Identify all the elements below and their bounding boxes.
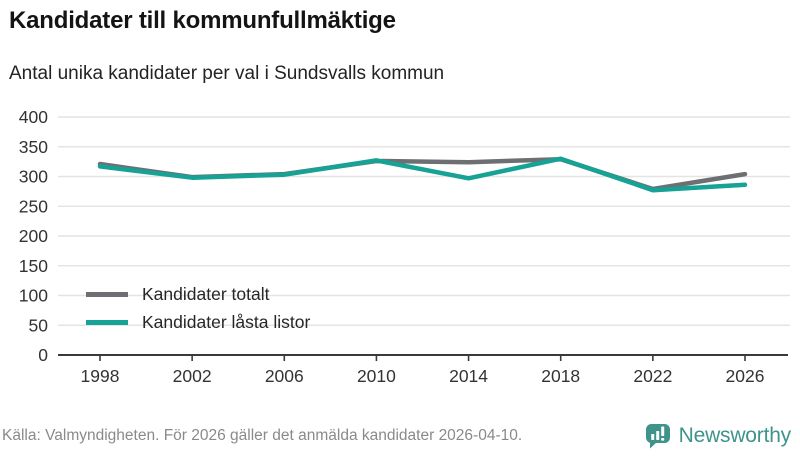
legend-swatch-total-line [86,292,128,298]
line-chart-svg: 0 50 100 150 200 250 300 350 400 1998 2002 2006 2010… [19,107,790,386]
page-title: Kandidater till kommunfullmäktige [9,7,396,34]
chart-legend: Kandidater totalt Kandidater låsta listo… [86,281,310,337]
x-tick-label: 1998 [81,366,120,386]
y-tick-label: 100 [19,285,48,305]
y-tick-label: 350 [19,136,48,156]
y-tick-label: 400 [19,107,48,127]
y-tick-label: 300 [19,166,48,186]
line-chart: 0 50 100 150 200 250 300 350 400 1998 2002 2006 2010… [0,102,800,394]
x-tick-label: 2002 [173,366,212,386]
x-tick-label: 2022 [633,366,672,386]
legend-item-total: Kandidater totalt [86,281,310,309]
newsworthy-speech-bubble-chart-icon [645,424,670,449]
x-tick-label: 2018 [541,366,580,386]
newsworthy-logo: Newsworthy [644,422,791,450]
chart-subtitle: Antal unika kandidater per val i Sundsva… [9,62,445,84]
legend-swatch-locked-line [86,320,128,326]
x-tick-label: 2014 [449,366,488,386]
source-note: Källa: Valmyndigheten. För 2026 gäller d… [2,427,523,444]
x-tick-label: 2006 [265,366,304,386]
legend-item-locked: Kandidater låsta listor [86,309,310,337]
y-tick-label: 200 [19,226,48,246]
y-tick-label: 150 [19,255,48,275]
legend-label-locked: Kandidater låsta listor [142,312,311,333]
y-tick-label: 0 [38,345,48,365]
x-tick-label: 2026 [726,366,765,386]
series-line-locked-lists [97,156,748,193]
legend-label-total: Kandidater totalt [142,284,270,305]
x-tick-label: 2010 [357,366,396,386]
newsworthy-wordmark: Newsworthy [678,424,792,447]
series-line-total [97,156,748,191]
y-tick-label: 50 [29,315,49,335]
y-tick-label: 250 [19,196,48,216]
chart-footer: Källa: Valmyndigheten. För 2026 gäller d… [0,419,791,453]
